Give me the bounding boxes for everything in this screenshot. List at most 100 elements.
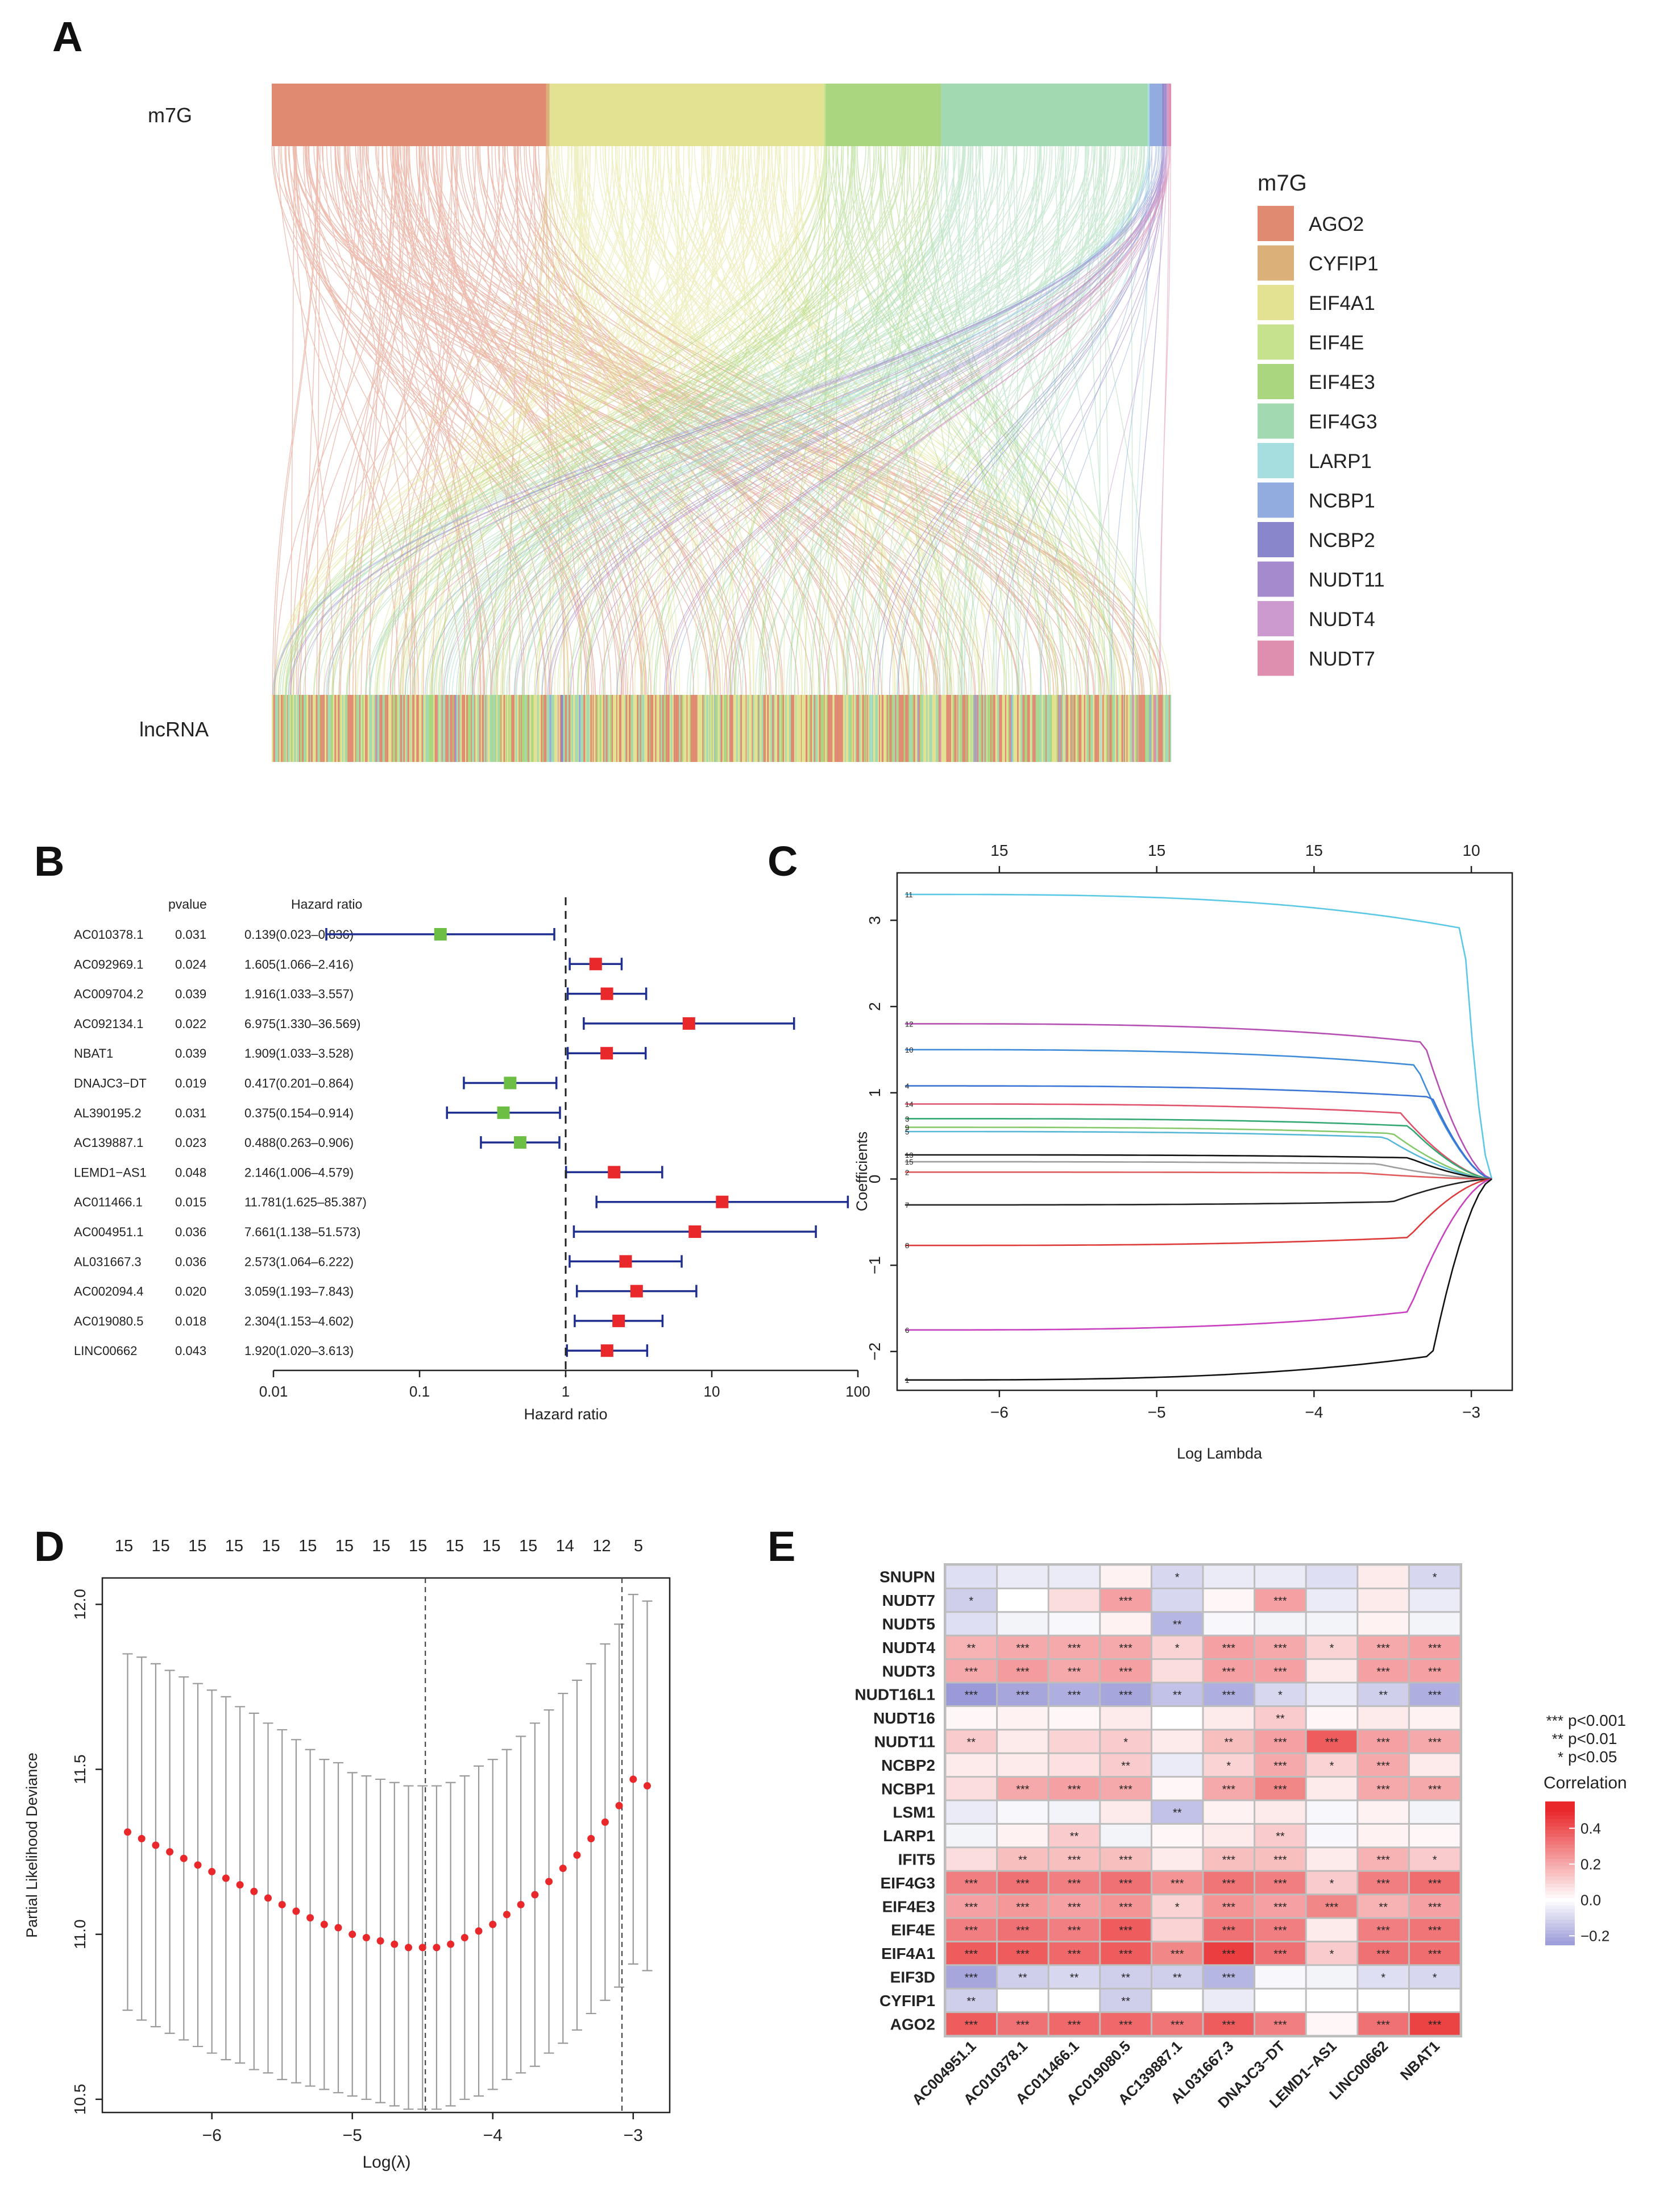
flow-line (378, 146, 718, 695)
cv-top-label: 15 (372, 1537, 390, 1555)
heatmap-cell (1358, 1613, 1408, 1635)
sankey-bottom-stripe (958, 695, 960, 762)
heatmap-cell (1204, 1613, 1254, 1635)
sankey-bottom-stripe (744, 695, 746, 762)
sankey-bottom-stripe (779, 695, 781, 762)
sankey-bottom-stripe (712, 695, 715, 762)
heatmap-row-label: CYFIP1 (879, 1992, 935, 2010)
sankey-bottom-stripe (446, 695, 447, 762)
heatmap-cell (1049, 1613, 1100, 1635)
lasso-path-label: 12 (905, 1020, 913, 1028)
flow-line (897, 146, 1164, 695)
sankey-bottom-stripe (308, 695, 310, 762)
sankey-bottom-stripe (518, 695, 520, 762)
sankey-bottom-stripe (578, 695, 579, 762)
sankey-bottom-stripe (480, 695, 482, 762)
sankey-bottom-stripe (759, 695, 761, 762)
lasso-top-tick-label: 15 (1305, 842, 1323, 859)
flow-line (669, 146, 1165, 695)
heatmap-cell (1049, 1942, 1100, 1965)
flow-line (1160, 146, 1169, 695)
sankey-bottom-stripe (926, 695, 928, 762)
flow-line (546, 146, 1126, 695)
lasso-y-tick-label: 1 (866, 1088, 883, 1097)
flow-line (779, 146, 1130, 695)
sankey-block-nudt7 (1168, 84, 1171, 146)
forest-point-protective (504, 1076, 517, 1090)
lasso-x-tick-label: −5 (1148, 1403, 1166, 1421)
forest-row: NBAT1 0.039 1.909(1.033–3.528) (74, 1046, 647, 1061)
sankey-bottom-stripe (526, 695, 528, 762)
heatmap-cell-stars: *** (1016, 1901, 1030, 1913)
flow-line (844, 146, 1015, 695)
sankey-bottom-stripe (670, 695, 673, 762)
sankey-block-nudt4 (1167, 84, 1169, 146)
forest-x-label: Hazard ratio (524, 1406, 607, 1423)
sankey-bottom-stripe (1075, 695, 1077, 762)
sankey-bottom-stripe (780, 695, 781, 762)
flow-line (479, 146, 860, 695)
heatmap-cell-stars: *** (1222, 1948, 1236, 1961)
cv-x-tick-label: −3 (624, 2126, 643, 2145)
sankey-bottom-stripe (934, 695, 936, 762)
forest-point-protective (434, 928, 447, 941)
heatmap-cell-stars: *** (1119, 1901, 1132, 1913)
heatmap-cell (1306, 1942, 1357, 1965)
sankey-bottom-stripe (457, 695, 459, 762)
flow-line (1017, 146, 1088, 695)
sankey-bottom-stripe (1068, 695, 1071, 762)
sankey-bottom-stripe (668, 695, 670, 762)
heatmap-cell-stars: ** (1379, 1901, 1388, 1913)
heatmap-row-label: SNUPN (879, 1568, 935, 1586)
flow-line (478, 146, 879, 695)
flow-line (887, 146, 1031, 695)
sankey-bottom-stripe (968, 695, 970, 762)
sankey-bottom-stripe (529, 695, 530, 762)
colorbar-segment (1545, 1819, 1575, 1824)
heatmap-cell (1409, 1754, 1460, 1776)
sankey-bottom-stripe (812, 695, 814, 762)
sankey-bottom-stripe (1016, 695, 1018, 762)
flow-line (303, 146, 949, 695)
heatmap-cell-stars: *** (1222, 1925, 1236, 1937)
forest-pvalue: 0.020 (175, 1285, 206, 1299)
heatmap-cell (1152, 1636, 1202, 1659)
flow-line (724, 146, 1171, 695)
forest-header-pvalue: pvalue (168, 897, 207, 912)
sankey-bottom-stripe (343, 695, 345, 762)
cv-point (194, 1861, 202, 1869)
lasso-path-label: 7 (905, 1201, 909, 1209)
heatmap-cell (1204, 1754, 1254, 1776)
forest-pvalue: 0.024 (175, 957, 206, 971)
sankey-bottom-stripe (355, 695, 356, 762)
heatmap-cell-stars: *** (1119, 1783, 1132, 1796)
flow-line (285, 146, 589, 695)
sankey-bottom-stripe (1109, 695, 1110, 762)
lasso-path-label: 3 (905, 1115, 909, 1123)
flow-line (571, 146, 815, 695)
heatmap-cell (1409, 1895, 1460, 1917)
flow-line (827, 146, 1142, 695)
forest-pvalue: 0.036 (175, 1254, 206, 1269)
sankey-bottom-stripe (795, 695, 796, 762)
sankey-bottom-stripe (815, 695, 817, 762)
sankey-bottom-stripe (704, 695, 706, 762)
sankey-bottom-stripe (275, 695, 277, 762)
heatmap-cell-stars: ** (967, 1995, 976, 2008)
sankey-bottom-stripe (645, 695, 648, 762)
sankey-bottom-stripe (649, 695, 650, 762)
sankey-bottom-stripe (760, 695, 762, 762)
sankey-bottom-stripe (627, 695, 629, 762)
heatmap-row-label: EIF4E3 (882, 1898, 935, 1915)
flow-line (295, 146, 400, 695)
heatmap-cell-stars: *** (1376, 2019, 1390, 2031)
sig-legend-stars: *** (1546, 1712, 1563, 1729)
sankey-bottom-stripe (630, 695, 632, 762)
sankey-bottom-stripe (954, 695, 956, 762)
heatmap-cell-stars: ** (1276, 1830, 1285, 1843)
sankey-bottom-stripe (977, 695, 979, 762)
heatmap-cell (1101, 1660, 1151, 1682)
sankey-bottom-stripe (820, 695, 822, 762)
colorbar-segment (1545, 1816, 1575, 1820)
cv-point (278, 1900, 286, 1908)
